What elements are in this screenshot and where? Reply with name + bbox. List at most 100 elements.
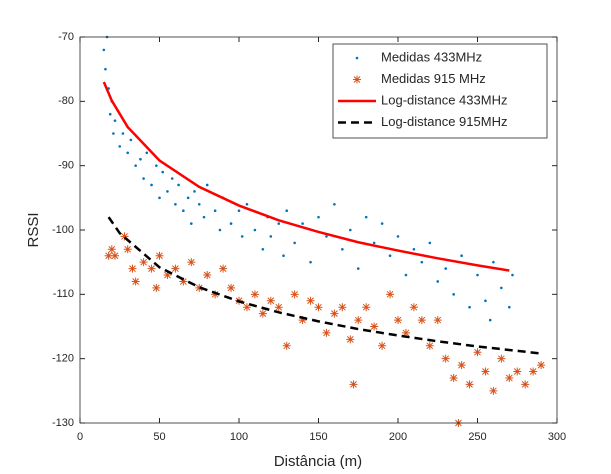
point	[412, 248, 416, 251]
point	[170, 177, 174, 180]
point	[269, 235, 273, 238]
point	[166, 190, 169, 193]
point	[155, 164, 158, 167]
point	[123, 245, 132, 254]
point	[380, 222, 384, 225]
point	[163, 271, 172, 280]
point	[492, 260, 495, 264]
point	[102, 48, 106, 52]
point	[500, 286, 503, 290]
point	[330, 309, 339, 318]
point	[128, 264, 137, 273]
point	[362, 303, 371, 312]
y-tick-label: -120	[52, 353, 74, 365]
point	[118, 145, 122, 148]
point	[139, 157, 142, 161]
point	[433, 316, 442, 325]
point	[484, 299, 487, 303]
point	[277, 222, 281, 225]
y-tick-label: -70	[58, 31, 74, 43]
point	[341, 248, 344, 251]
point	[290, 290, 299, 299]
point	[147, 264, 156, 273]
point	[266, 296, 275, 305]
legend-marker	[355, 56, 359, 60]
point	[152, 283, 161, 292]
point	[155, 251, 164, 260]
point	[401, 328, 410, 337]
y-tick-label: -110	[53, 288, 74, 300]
point	[203, 271, 212, 280]
legend-label: Log-distance 915MHz	[381, 114, 507, 129]
point	[309, 260, 312, 264]
point	[250, 290, 259, 299]
x-tick-label: 100	[230, 431, 248, 443]
point	[261, 248, 265, 251]
point	[452, 293, 455, 296]
point	[190, 222, 193, 225]
point	[314, 303, 323, 312]
point	[211, 290, 220, 299]
x-axis-label: Distância (m)	[274, 453, 362, 470]
point	[473, 348, 482, 357]
point	[150, 183, 153, 187]
point	[171, 264, 180, 273]
point	[489, 386, 498, 395]
x-tick-label: 150	[309, 431, 327, 443]
point	[253, 228, 257, 232]
point	[126, 151, 129, 155]
point	[396, 235, 400, 238]
point	[349, 228, 352, 232]
point	[134, 164, 137, 167]
point	[187, 258, 196, 267]
point	[508, 305, 511, 309]
point	[322, 328, 331, 337]
point	[476, 273, 479, 277]
point	[177, 183, 180, 187]
point	[195, 283, 204, 292]
point	[120, 232, 129, 241]
point	[219, 264, 228, 273]
point	[218, 228, 222, 232]
point	[306, 296, 315, 305]
point	[301, 222, 304, 225]
legend-label: Medidas 433MHz	[381, 49, 482, 64]
point	[420, 260, 424, 264]
point	[425, 341, 434, 350]
x-tick-label: 50	[153, 431, 165, 443]
point	[285, 209, 289, 212]
point	[436, 280, 440, 283]
x-tick-label: 0	[77, 431, 83, 443]
curve	[102, 81, 510, 272]
point	[386, 290, 395, 299]
point	[488, 318, 492, 322]
point	[258, 309, 267, 318]
point	[182, 209, 185, 212]
point	[364, 215, 368, 219]
point	[282, 341, 291, 350]
point	[394, 316, 402, 325]
point	[481, 367, 490, 376]
point	[274, 303, 283, 312]
point	[460, 254, 463, 258]
point	[349, 380, 358, 389]
y-tick-label: -90	[58, 160, 74, 172]
point	[213, 209, 217, 212]
point	[457, 361, 466, 370]
point	[449, 373, 458, 382]
legend-marker	[353, 75, 361, 84]
point	[404, 273, 408, 277]
point	[186, 196, 190, 200]
point	[197, 202, 201, 206]
point	[378, 341, 387, 350]
point	[193, 190, 196, 193]
point	[205, 183, 209, 187]
point	[372, 241, 376, 245]
point	[521, 380, 530, 389]
point	[298, 316, 307, 325]
point	[444, 267, 448, 270]
point	[537, 361, 546, 370]
point	[388, 254, 392, 258]
axes-box	[79, 36, 558, 424]
